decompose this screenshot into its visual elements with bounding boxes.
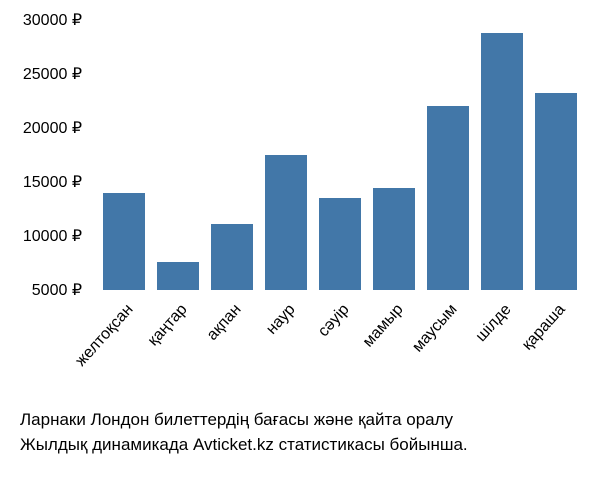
x-tick-label: шілде xyxy=(473,301,516,346)
x-label-slot: мамыр xyxy=(373,295,415,415)
x-label-slot: маусым xyxy=(427,295,469,415)
bars-container xyxy=(95,20,585,290)
y-tick-label: 20000 ₽ xyxy=(23,118,82,138)
x-tick-label: сәуір xyxy=(315,301,353,341)
x-tick-label: наур xyxy=(263,301,299,339)
x-tick-label: желтоқсан xyxy=(72,301,137,370)
x-tick-label: ақпан xyxy=(204,301,246,344)
bar xyxy=(103,193,145,290)
bar xyxy=(265,155,307,290)
y-tick-label: 10000 ₽ xyxy=(23,226,82,246)
y-tick-label: 30000 ₽ xyxy=(23,10,82,30)
caption-line-2: Жылдық динамикада Avticket.kz статистика… xyxy=(20,433,590,458)
bar xyxy=(373,188,415,290)
chart-caption: Ларнаки Лондон билеттердің бағасы және қ… xyxy=(20,408,590,457)
y-tick-label: 5000 ₽ xyxy=(32,280,82,300)
x-label-slot: ақпан xyxy=(211,295,253,415)
x-tick-label: мамыр xyxy=(360,301,408,351)
x-tick-label: қаңтар xyxy=(145,301,192,350)
bar xyxy=(319,198,361,290)
bar xyxy=(211,224,253,290)
chart-plot-area xyxy=(95,20,585,290)
x-label-slot: қаңтар xyxy=(157,295,199,415)
x-label-slot: сәуір xyxy=(319,295,361,415)
x-label-slot: шілде xyxy=(481,295,523,415)
y-tick-label: 25000 ₽ xyxy=(23,64,82,84)
bar xyxy=(481,33,523,290)
bar xyxy=(535,93,577,290)
caption-line-1: Ларнаки Лондон билеттердің бағасы және қ… xyxy=(20,408,590,433)
bar xyxy=(427,106,469,290)
y-axis: 5000 ₽10000 ₽15000 ₽20000 ₽25000 ₽30000 … xyxy=(0,20,90,290)
bar xyxy=(157,262,199,290)
x-label-slot: желтоқсан xyxy=(103,295,145,415)
x-tick-label: қараша xyxy=(519,301,569,354)
x-axis: желтоқсанқаңтарақпаннаурсәуірмамырмаусым… xyxy=(95,295,585,415)
x-label-slot: қараша xyxy=(535,295,577,415)
x-tick-label: маусым xyxy=(409,301,461,356)
y-tick-label: 15000 ₽ xyxy=(23,172,82,192)
x-label-slot: наур xyxy=(265,295,307,415)
x-labels-container: желтоқсанқаңтарақпаннаурсәуірмамырмаусым… xyxy=(95,295,585,415)
